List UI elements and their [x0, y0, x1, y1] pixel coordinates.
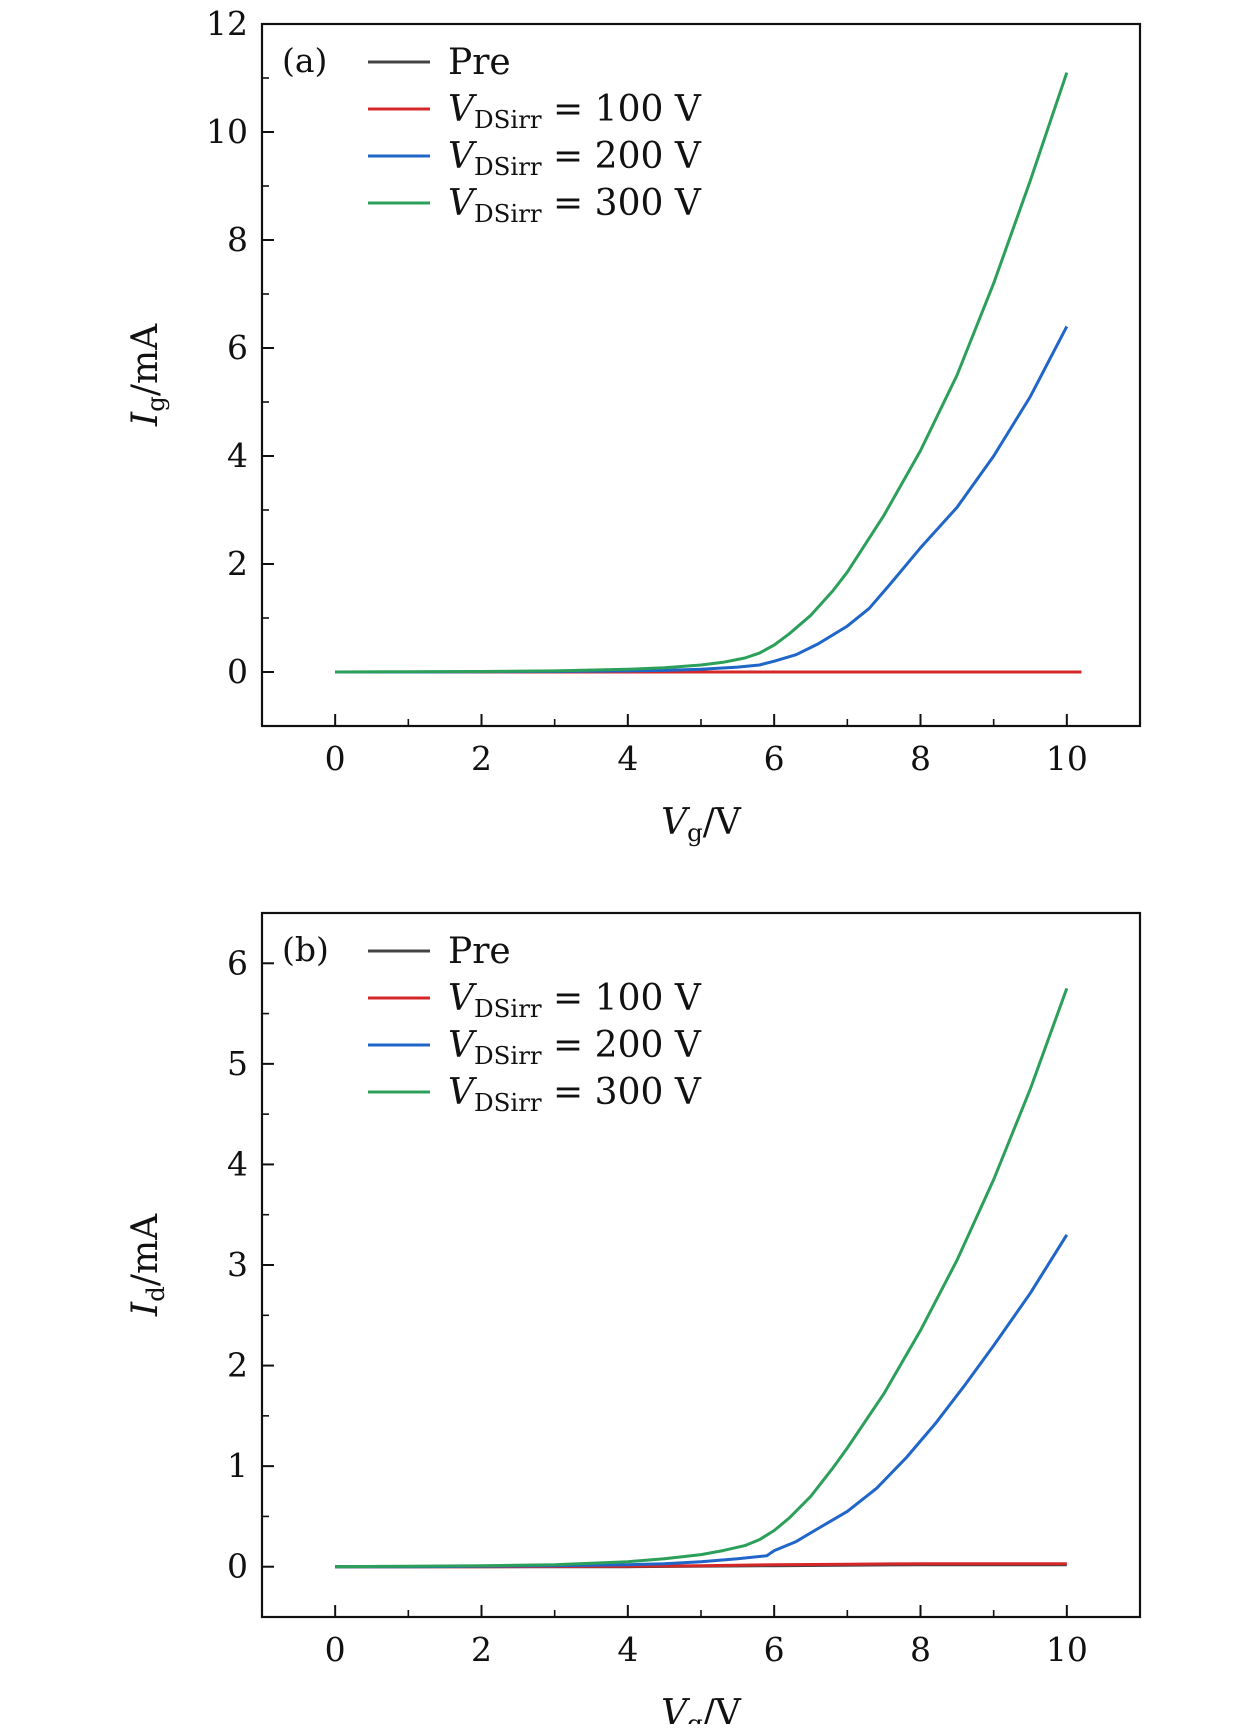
- x-tick-label: 0: [325, 1630, 346, 1669]
- series-line-3: [335, 72, 1069, 674]
- y-tick-label: 0: [227, 652, 248, 691]
- x-tick-label: 4: [617, 739, 638, 778]
- plot-frame: [260, 22, 1142, 728]
- x-tick-label: 2: [471, 739, 492, 778]
- legend-label-rest: = 200 V: [542, 136, 702, 177]
- y-tick-label: 1: [227, 1446, 248, 1485]
- x-axis-label: Vg/V: [661, 802, 742, 847]
- y-tick-label: 2: [227, 1346, 248, 1385]
- x-axis-label-sub: g: [687, 818, 703, 847]
- y-tick-label: 10: [206, 112, 248, 151]
- legend-label-sub: DSirr: [474, 152, 542, 181]
- y-tick-label: 5: [227, 1044, 248, 1083]
- legend-label: VDSirr = 200 V: [448, 1025, 702, 1070]
- y-axis-label-rest: /mA: [125, 323, 166, 396]
- x-axis-label-main: V: [661, 802, 691, 843]
- x-tick-label: 10: [1046, 739, 1088, 778]
- legend-label: VDSirr = 100 V: [448, 89, 702, 134]
- legend-label-rest: = 100 V: [542, 978, 702, 1019]
- y-axis-label-main: I: [125, 1301, 166, 1317]
- y-axis-label: Ig/mA: [125, 323, 170, 427]
- legend-label-main: V: [448, 978, 478, 1019]
- x-axis-label-main: V: [661, 1693, 691, 1724]
- y-axis-label-rest: /mA: [125, 1213, 166, 1286]
- x-axis-label-rest: /V: [703, 1693, 742, 1724]
- legend-label-main: V: [448, 183, 478, 224]
- series-line-3: [335, 987, 1069, 1569]
- y-tick-label: 3: [227, 1245, 248, 1284]
- legend-label-rest: = 300 V: [542, 183, 702, 224]
- y-tick-label: 8: [227, 220, 248, 259]
- x-tick-label: 10: [1046, 1630, 1088, 1669]
- y-tick-label: 6: [227, 328, 248, 367]
- x-tick-label: 6: [764, 1630, 785, 1669]
- legend-label: VDSirr = 200 V: [448, 136, 702, 181]
- x-axis-label-sub: g: [687, 1709, 703, 1724]
- legend-label: Pre: [448, 42, 511, 83]
- legend-label-sub: DSirr: [474, 1088, 542, 1117]
- legend-label-main: V: [448, 136, 478, 177]
- legend-label-rest: = 300 V: [542, 1072, 702, 1113]
- x-tick-label: 4: [617, 1630, 638, 1669]
- legend-label-rest: = 100 V: [542, 89, 702, 130]
- y-tick-label: 6: [227, 943, 248, 982]
- x-tick-label: 2: [471, 1630, 492, 1669]
- x-axis-label: Vg/V: [661, 1693, 742, 1724]
- y-axis-label: Id/mA: [125, 1213, 170, 1317]
- legend-label: VDSirr = 100 V: [448, 978, 702, 1023]
- legend-label-rest: = 200 V: [542, 1025, 702, 1066]
- y-axis-label-sub: d: [141, 1286, 170, 1302]
- y-tick-label: 4: [227, 436, 248, 475]
- legend-label: Pre: [448, 931, 511, 972]
- y-tick-label: 4: [227, 1144, 248, 1183]
- legend-label-sub: DSirr: [474, 105, 542, 134]
- plot-frame: [260, 911, 1142, 1619]
- legend-label-sub: DSirr: [474, 1041, 542, 1070]
- x-tick-label: 6: [764, 739, 785, 778]
- y-tick-label: 0: [227, 1547, 248, 1586]
- series-line-2: [335, 1234, 1069, 1569]
- legend-label-main: Pre: [448, 42, 511, 83]
- y-axis-label-sub: g: [141, 396, 170, 412]
- legend-label-main: V: [448, 1072, 478, 1113]
- x-tick-label: 8: [910, 739, 931, 778]
- legend-label-sub: DSirr: [474, 994, 542, 1023]
- legend-label: VDSirr = 300 V: [448, 1072, 702, 1117]
- y-tick-label: 2: [227, 544, 248, 583]
- panel-label: (a): [282, 41, 327, 80]
- y-axis-label-main: I: [125, 411, 166, 427]
- y-tick-label: 12: [206, 4, 248, 43]
- x-tick-label: 8: [910, 1630, 931, 1669]
- legend-label-main: V: [448, 89, 478, 130]
- legend-label: VDSirr = 300 V: [448, 183, 702, 228]
- x-tick-label: 0: [325, 739, 346, 778]
- legend-label-main: V: [448, 1025, 478, 1066]
- panel-label: (b): [282, 930, 329, 969]
- x-axis-label-rest: /V: [703, 802, 742, 843]
- legend-label-main: Pre: [448, 931, 511, 972]
- legend-label-sub: DSirr: [474, 199, 542, 228]
